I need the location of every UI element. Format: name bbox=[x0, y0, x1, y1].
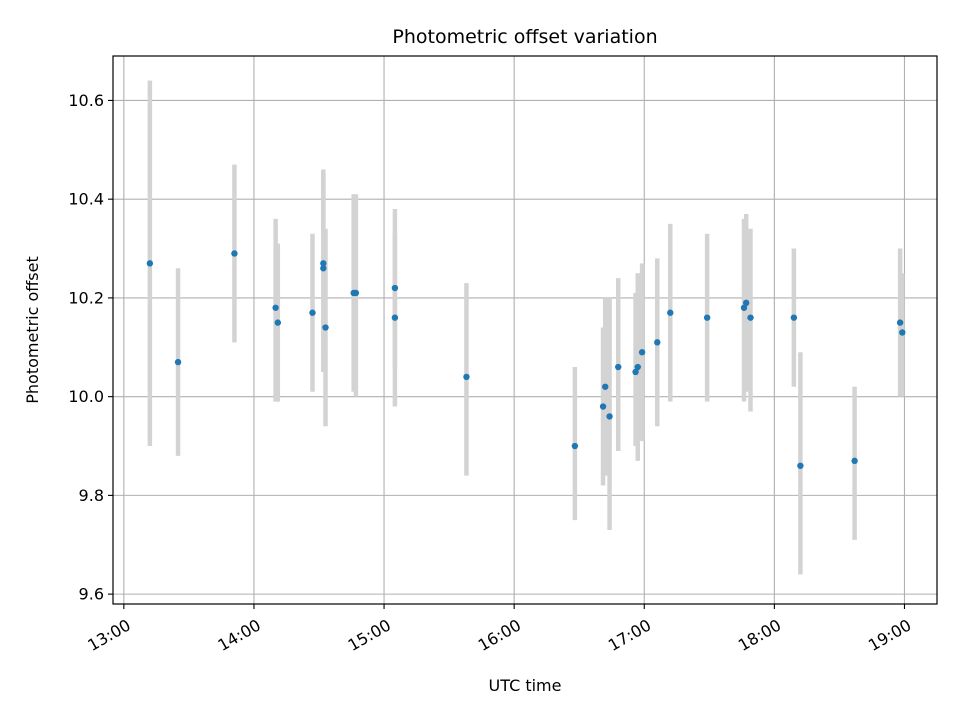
data-point bbox=[174, 358, 182, 366]
data-point bbox=[638, 349, 646, 356]
data-point bbox=[615, 363, 622, 371]
data-point bbox=[309, 309, 316, 316]
y-tick-label: 10.4 bbox=[68, 190, 104, 209]
data-point bbox=[599, 403, 607, 410]
data-point bbox=[740, 304, 748, 311]
data-point bbox=[231, 250, 238, 257]
data-point bbox=[463, 373, 470, 381]
y-tick-label: 10.0 bbox=[68, 387, 104, 406]
data-point bbox=[320, 260, 327, 267]
y-tick-label: 10.2 bbox=[68, 288, 104, 307]
point-layer bbox=[146, 250, 906, 469]
data-point bbox=[742, 299, 750, 307]
data-point bbox=[747, 314, 754, 321]
data-point bbox=[654, 339, 661, 346]
data-point bbox=[851, 457, 858, 465]
data-point bbox=[797, 462, 804, 469]
data-point bbox=[896, 319, 904, 326]
chart-title: Photometric offset variation bbox=[392, 26, 657, 48]
data-point bbox=[571, 442, 579, 450]
data-point bbox=[632, 368, 639, 376]
y-tick-label: 9.6 bbox=[79, 585, 104, 604]
data-point bbox=[667, 309, 674, 316]
data-point bbox=[272, 304, 279, 311]
x-axis-label: UTC time bbox=[489, 676, 562, 695]
data-point bbox=[634, 363, 641, 371]
axes-layer bbox=[112, 55, 938, 605]
data-point bbox=[146, 260, 154, 267]
data-point bbox=[274, 319, 281, 326]
y-tick-label: 9.8 bbox=[79, 486, 104, 505]
data-point bbox=[391, 314, 399, 321]
data-point bbox=[322, 324, 329, 331]
data-point bbox=[602, 383, 609, 390]
plot-frame bbox=[112, 55, 938, 605]
data-point bbox=[703, 314, 711, 321]
data-point bbox=[899, 329, 906, 336]
data-point bbox=[391, 284, 399, 292]
y-axis-label: Photometric offset bbox=[23, 256, 42, 404]
y-tick-label: 10.6 bbox=[68, 91, 104, 110]
data-point bbox=[320, 265, 327, 272]
data-point bbox=[790, 314, 798, 321]
data-point bbox=[606, 413, 613, 420]
data-point bbox=[352, 289, 360, 297]
